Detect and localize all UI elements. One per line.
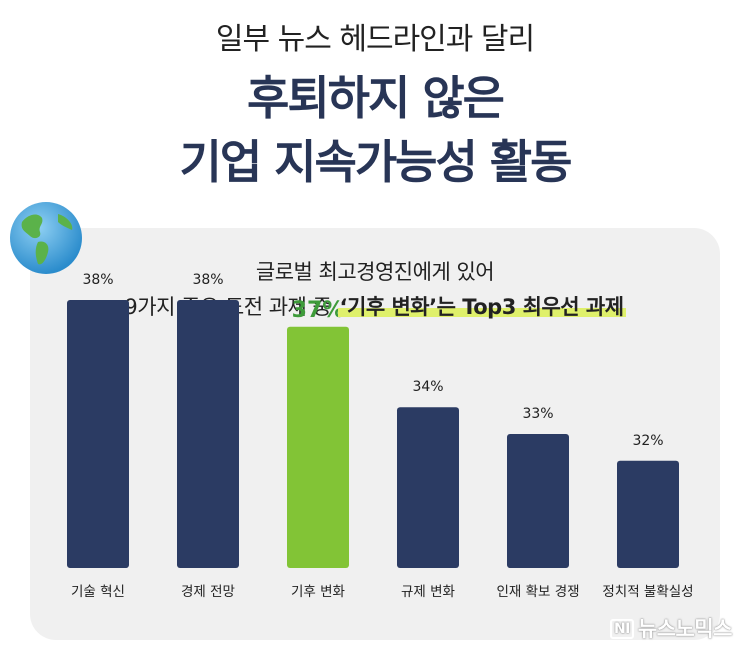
bar-category-label-6: 정치적 불확실성 bbox=[602, 584, 693, 600]
bar-category-label-5: 인재 확보 경쟁 bbox=[496, 584, 579, 600]
bar-category-label-1: 기술 혁신 bbox=[71, 584, 125, 600]
logo-mark: NI bbox=[609, 619, 634, 639]
bar-chart: 38% 기술 혁신 38% 경제 전망 37% 기후 변화 34% 규제 변화 33% 인재 확보… bbox=[67, 272, 694, 600]
bar-6 bbox=[617, 460, 679, 568]
bar-3 bbox=[287, 326, 349, 568]
bar-value-label-2: 38% bbox=[192, 272, 223, 288]
logo-watermark: NI 뉴스노믹스 bbox=[609, 613, 733, 643]
card-heading-line-1: 글로벌 최고경영진에게 있어 bbox=[255, 260, 495, 284]
bar-1 bbox=[67, 300, 129, 568]
logo-text: 뉴스노믹스 bbox=[637, 617, 733, 641]
bar-value-label-5: 33% bbox=[522, 406, 553, 422]
bar-value-label-4: 34% bbox=[412, 379, 443, 395]
bar-value-label-3: 37% bbox=[292, 298, 345, 323]
card-heading-highlight: ‘기후 변화’는 Top3 최우선 과제 bbox=[337, 295, 626, 319]
globe-icon bbox=[10, 202, 82, 274]
bar-value-label-1: 38% bbox=[82, 272, 113, 288]
bar-5 bbox=[507, 434, 569, 568]
bar-4 bbox=[397, 407, 459, 568]
bar-2 bbox=[177, 300, 239, 568]
bar-value-label-6: 32% bbox=[632, 433, 663, 449]
title-line-1: 후퇴하지 않은 bbox=[247, 71, 505, 125]
subtitle: 일부 뉴스 헤드라인과 달리 bbox=[215, 22, 535, 57]
bar-category-label-3: 기후 변화 bbox=[291, 584, 345, 600]
title-line-2: 기업 지속가능성 활동 bbox=[179, 135, 573, 189]
bar-category-label-2: 경제 전망 bbox=[181, 584, 235, 600]
bar-category-label-4: 규제 변화 bbox=[401, 584, 455, 600]
